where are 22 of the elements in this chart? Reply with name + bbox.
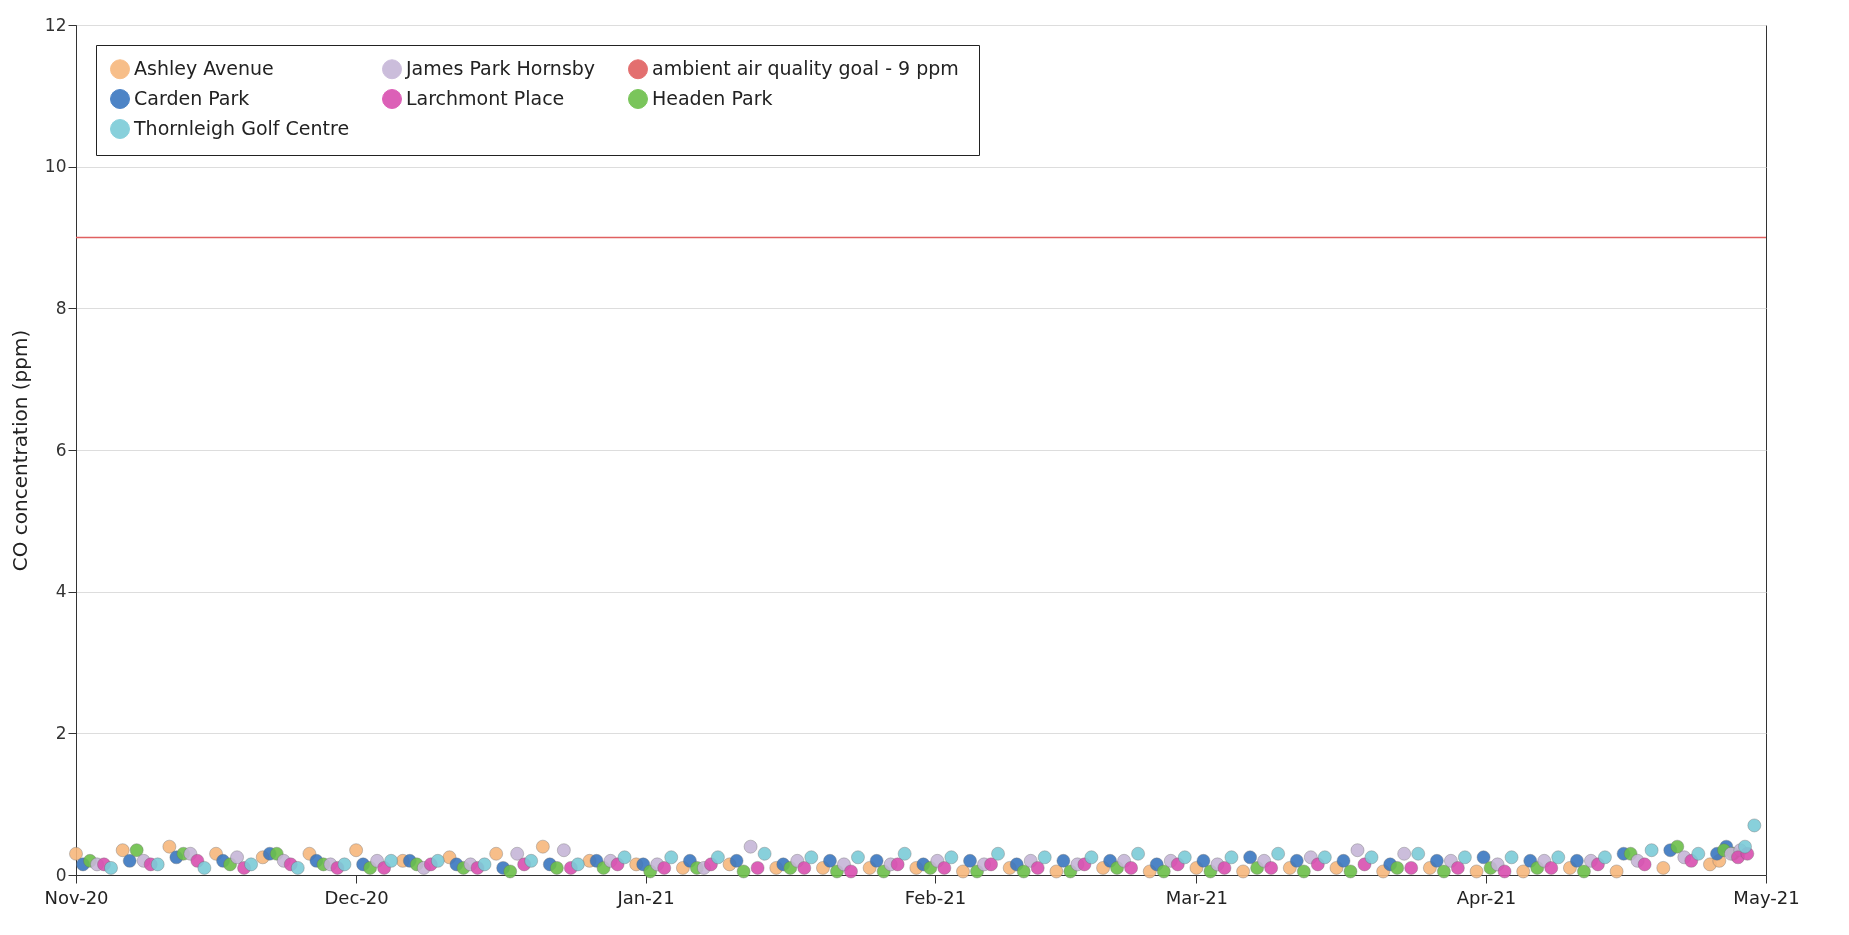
- y-tick-label: 8: [55, 297, 67, 318]
- legend-label: ambient air quality goal - 9 ppm: [652, 57, 959, 80]
- y-tick-label: 10: [44, 156, 67, 177]
- x-tick-label: Nov-20: [44, 886, 109, 908]
- x-tick-label: Apr-21: [1456, 886, 1517, 908]
- x-tick-label: Mar-21: [1165, 886, 1229, 908]
- y-tick-label: 0: [55, 864, 67, 885]
- y-tick-label: 12: [44, 14, 67, 35]
- legend-label: Ashley Avenue: [134, 57, 274, 80]
- x-tick-label: May-21: [1733, 886, 1800, 908]
- x-tick-label: Jan-21: [616, 886, 675, 908]
- y-tick-label: 4: [55, 581, 67, 602]
- legend-label: James Park Hornsby: [405, 57, 596, 80]
- legend-label: Carden Park: [134, 87, 250, 109]
- y-axis-title: CO concentration (ppm): [7, 329, 32, 572]
- legend-label: Headen Park: [652, 87, 773, 109]
- legend-label: Larchmont Place: [406, 87, 565, 109]
- legend-label: Thornleigh Golf Centre: [133, 117, 350, 139]
- y-tick-label: 2: [55, 722, 67, 743]
- x-tick-label: Dec-20: [324, 886, 389, 908]
- x-tick-label: Feb-21: [904, 886, 967, 908]
- y-tick-label: 6: [55, 439, 67, 460]
